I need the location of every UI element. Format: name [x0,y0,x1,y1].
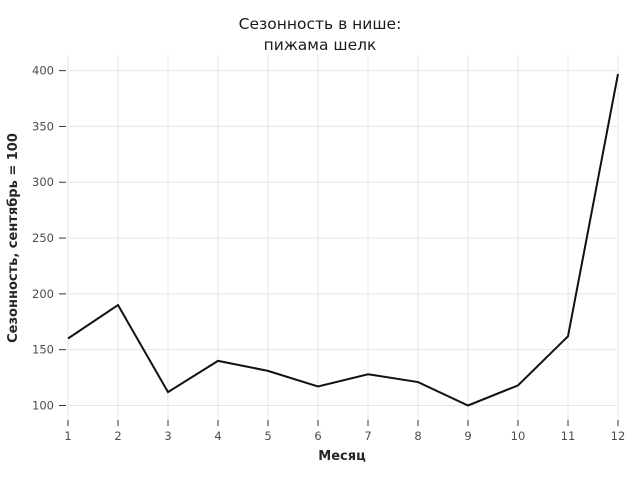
x-tick-label: 11 [561,429,576,443]
chart-title-line-2: пижама шелк [264,36,377,54]
y-tick-label: 200 [32,287,54,301]
chart-title-line-1: Сезонность в нише: [239,15,402,33]
y-tick-label: 300 [32,175,54,189]
y-axis-label: Сезонность, сентябрь = 100 [6,133,21,343]
x-tick-label: 12 [611,429,626,443]
gridlines [67,55,619,420]
x-axis-label: Месяц [318,449,366,464]
x-tick-label: 4 [214,429,221,443]
x-tick-label: 8 [414,429,421,443]
x-tick-label: 10 [511,429,526,443]
x-tick-label: 7 [364,429,371,443]
x-tick-label: 6 [314,429,321,443]
x-tick-label: 3 [164,429,171,443]
y-tick-label: 150 [32,343,54,357]
x-tick-label: 1 [64,429,71,443]
x-tick-label: 5 [264,429,271,443]
y-tick-label: 250 [32,231,54,245]
x-tick-label: 2 [114,429,121,443]
x-tick-label: 9 [464,429,471,443]
axis-ticks [59,70,619,426]
y-tick-label: 350 [32,119,54,133]
data-line [67,73,619,407]
y-tick-label: 100 [32,398,54,412]
y-tick-label: 400 [32,64,54,78]
